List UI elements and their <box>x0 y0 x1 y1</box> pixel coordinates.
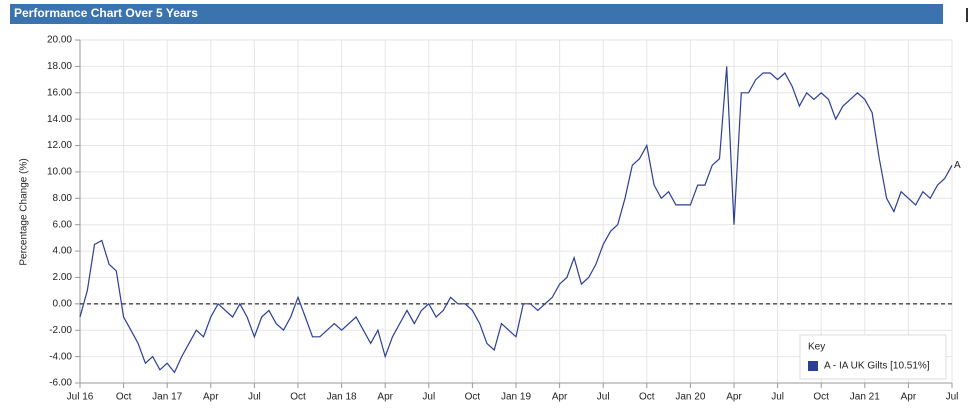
y-tick-label: 20.00 <box>47 35 72 46</box>
legend-box <box>799 334 947 380</box>
y-tick-label: 8.00 <box>53 193 73 204</box>
y-tick-label: 12.00 <box>47 140 72 151</box>
x-tick-label: Jul <box>422 392 435 403</box>
scroll-marker <box>966 8 968 22</box>
x-tick-label: Jul 16 <box>67 392 94 403</box>
x-tick-label: Apr <box>726 392 742 403</box>
title-bar <box>10 4 943 24</box>
x-tick-label: Apr <box>552 392 568 403</box>
legend-title: Key <box>808 342 825 353</box>
x-tick-label: Jan 18 <box>327 392 357 403</box>
y-tick-label: 16.00 <box>47 87 72 98</box>
y-tick-label: -2.00 <box>49 325 72 336</box>
y-tick-label: 4.00 <box>53 246 73 257</box>
y-tick-label: 0.00 <box>53 298 73 309</box>
line-end-label: A <box>954 160 961 171</box>
y-tick-label: -4.00 <box>49 351 72 362</box>
x-tick-label: Oct <box>290 392 306 403</box>
y-axis-label: Percentage Change (%) <box>19 158 30 265</box>
x-tick-label: Oct <box>465 392 481 403</box>
x-tick-label: Jan 21 <box>850 392 880 403</box>
x-tick-label: Apr <box>377 392 393 403</box>
y-tick-label: -6.00 <box>49 378 72 389</box>
y-tick-label: 10.00 <box>47 167 72 178</box>
legend-swatch <box>808 361 818 371</box>
x-tick-label: Oct <box>639 392 655 403</box>
y-tick-label: 14.00 <box>47 114 72 125</box>
x-tick-label: Jan 17 <box>152 392 182 403</box>
y-tick-label: 2.00 <box>53 272 73 283</box>
y-tick-label: 18.00 <box>47 61 72 72</box>
x-tick-label: Jul <box>771 392 784 403</box>
x-tick-label: Apr <box>901 392 917 403</box>
chart-title: Performance Chart Over 5 Years <box>14 6 198 20</box>
x-tick-label: Jul <box>946 392 959 403</box>
y-tick-label: 6.00 <box>53 219 73 230</box>
legend-label: A - IA UK Gilts [10.51%] <box>824 361 930 372</box>
x-tick-label: Jul <box>597 392 610 403</box>
x-tick-label: Jan 20 <box>675 392 705 403</box>
line <box>79 66 953 374</box>
x-tick-label: Oct <box>116 392 132 403</box>
x-tick-label: Jul <box>248 392 261 403</box>
x-tick-label: Oct <box>813 392 829 403</box>
x-tick-label: Apr <box>203 392 219 403</box>
x-tick-label: Jan 19 <box>501 392 531 403</box>
